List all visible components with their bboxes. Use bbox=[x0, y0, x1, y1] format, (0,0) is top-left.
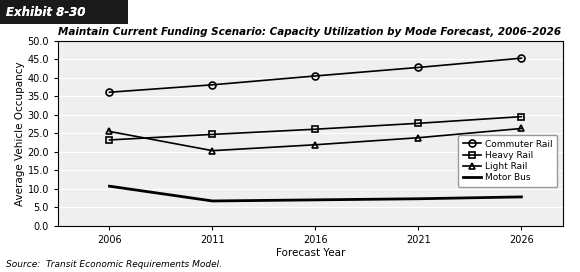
Text: Source:  Transit Economic Requirements Model.: Source: Transit Economic Requirements Mo… bbox=[6, 260, 222, 269]
Text: Exhibit 8-30: Exhibit 8-30 bbox=[6, 6, 85, 19]
Line: Motor Bus: Motor Bus bbox=[110, 186, 521, 201]
Heavy Rail bbox=[415, 122, 422, 125]
Commuter Rail bbox=[312, 74, 319, 78]
Commuter Rail bbox=[209, 83, 216, 86]
Legend: Commuter Rail, Heavy Rail, Light Rail, Motor Bus: Commuter Rail, Heavy Rail, Light Rail, M… bbox=[458, 135, 557, 187]
Light Rail bbox=[518, 127, 525, 130]
Motor Bus bbox=[518, 195, 525, 199]
Line: Heavy Rail: Heavy Rail bbox=[106, 113, 525, 143]
Y-axis label: Average Vehicle Occupancy: Average Vehicle Occupancy bbox=[14, 61, 24, 206]
Text: Exhibit 8-30: Exhibit 8-30 bbox=[6, 6, 85, 19]
Motor Bus bbox=[312, 198, 319, 202]
Commuter Rail bbox=[518, 57, 525, 60]
Heavy Rail bbox=[312, 128, 319, 131]
Commuter Rail bbox=[106, 91, 113, 94]
Text: Maintain Current Funding Scenario: Capacity Utilization by Mode Forecast, 2006–2: Maintain Current Funding Scenario: Capac… bbox=[58, 27, 561, 37]
Motor Bus bbox=[209, 199, 216, 203]
Light Rail bbox=[415, 136, 422, 139]
Heavy Rail bbox=[106, 138, 113, 141]
Motor Bus bbox=[106, 184, 113, 188]
Line: Light Rail: Light Rail bbox=[106, 125, 525, 154]
Motor Bus bbox=[415, 197, 422, 200]
Line: Commuter Rail: Commuter Rail bbox=[106, 55, 525, 96]
Light Rail bbox=[209, 149, 216, 152]
Light Rail bbox=[106, 130, 113, 133]
Light Rail bbox=[312, 143, 319, 146]
X-axis label: Forecast Year: Forecast Year bbox=[276, 248, 345, 258]
Heavy Rail bbox=[518, 115, 525, 118]
Commuter Rail bbox=[415, 66, 422, 69]
FancyBboxPatch shape bbox=[0, 0, 128, 24]
Heavy Rail bbox=[209, 133, 216, 136]
